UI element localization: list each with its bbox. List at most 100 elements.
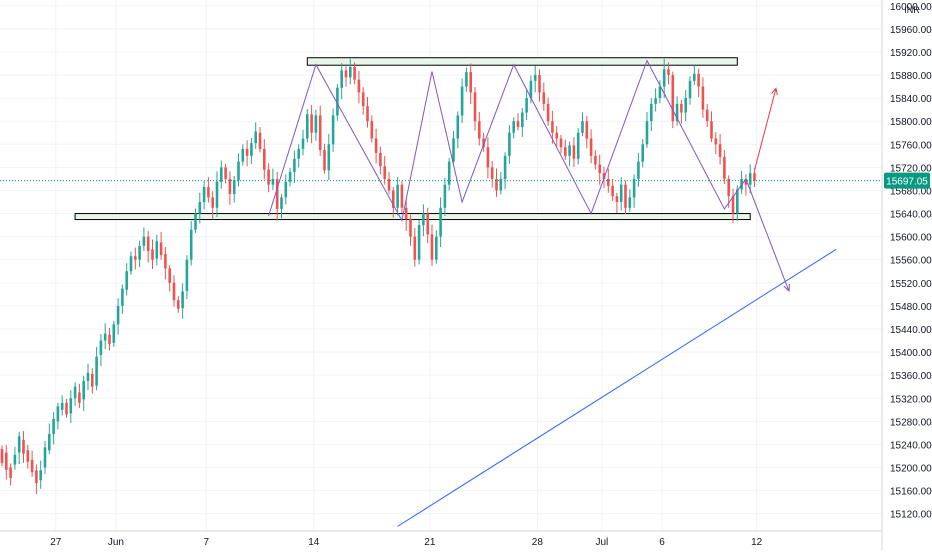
candle-down <box>30 460 34 473</box>
candle-up <box>73 386 77 399</box>
candle-down <box>744 178 748 185</box>
candle-down <box>392 190 395 208</box>
candle-up <box>512 121 515 133</box>
candle-up <box>297 148 300 159</box>
candle-down <box>572 145 576 159</box>
candle-up <box>13 454 17 465</box>
candle-up <box>129 256 133 272</box>
candle-down <box>598 164 601 174</box>
candle-up <box>645 121 649 145</box>
candle-up <box>306 114 309 139</box>
candle-up <box>684 98 687 113</box>
candle-up <box>529 80 533 99</box>
candle-up <box>288 171 292 182</box>
x-tick-label: 6 <box>659 537 665 548</box>
up-arrow[interactable] <box>754 88 777 171</box>
grid-lines <box>0 0 882 531</box>
zigzag-pattern[interactable] <box>268 59 790 292</box>
candle-down <box>35 470 38 484</box>
candle-up <box>336 87 339 116</box>
y-tick-label: 15480.00 <box>890 302 932 313</box>
candle-down <box>22 439 25 454</box>
last-price-badge <box>884 172 930 189</box>
candle-down <box>564 147 567 156</box>
candle-down <box>5 452 8 470</box>
candle-down <box>366 106 369 122</box>
candle-down <box>727 178 730 197</box>
y-tick-label: 15520.00 <box>890 279 932 290</box>
candle-down <box>0 449 4 463</box>
candle-down <box>723 156 726 179</box>
candle-up <box>138 245 141 260</box>
candle-down <box>426 213 429 235</box>
candle-down <box>374 138 378 153</box>
candle-down <box>263 148 266 170</box>
candle-down <box>26 450 30 462</box>
resistance-zone[interactable] <box>306 57 738 66</box>
y-tick-label: 15240.00 <box>890 440 932 451</box>
candle-down <box>318 115 322 151</box>
candle-up <box>396 184 399 208</box>
candle-up <box>422 213 425 226</box>
candle-down <box>168 268 171 283</box>
candle-up <box>241 148 245 162</box>
candle-down <box>551 121 554 133</box>
candle-up <box>533 75 537 81</box>
candle-up <box>293 158 296 172</box>
candle-down <box>589 138 593 156</box>
candle-up <box>417 225 421 260</box>
y-tick-label: 15920.00 <box>890 48 932 59</box>
candle-up <box>314 115 318 133</box>
trendline[interactable] <box>397 248 837 527</box>
candle-down <box>91 374 94 387</box>
candle-down <box>65 402 68 415</box>
candle-down <box>602 173 606 179</box>
candle-up <box>232 180 236 194</box>
y-tick-label: 15800.00 <box>890 117 932 128</box>
x-tick-label: 14 <box>308 537 320 548</box>
candle-up <box>69 398 73 414</box>
candle-up <box>116 305 120 325</box>
candle-down <box>478 121 481 139</box>
candle-down <box>108 334 111 344</box>
candle-down <box>430 234 434 260</box>
candle-down <box>490 167 494 179</box>
candle-down <box>413 236 417 260</box>
candle-up <box>215 181 219 208</box>
candle-up <box>301 138 305 149</box>
candle-up <box>220 167 223 182</box>
candle-down <box>370 121 374 139</box>
support-zone[interactable] <box>74 213 751 221</box>
candle-down <box>731 196 735 214</box>
candle-down <box>310 114 313 133</box>
candle-down <box>705 109 709 122</box>
candle-down <box>753 173 756 181</box>
candle-up <box>181 291 184 309</box>
candle-down <box>224 167 227 179</box>
candle-up <box>748 173 752 185</box>
candle-up <box>284 181 288 198</box>
candle-down <box>177 300 180 309</box>
candles <box>0 58 756 495</box>
candle-down <box>267 169 270 185</box>
candle-down <box>718 144 722 157</box>
candle-down <box>611 185 614 197</box>
candle-up <box>198 202 202 214</box>
candle-up <box>688 80 692 99</box>
candle-down <box>228 178 232 194</box>
y-axis: 16000.00 15960.00 15920.00 15880.00 15840.00… <box>881 0 932 550</box>
candle-up <box>95 356 98 386</box>
candle-up <box>619 184 623 203</box>
candle-down <box>9 467 12 478</box>
candle-down <box>680 103 683 113</box>
x-axis: 27 Jun 7 14 21 28 Jul 6 12 <box>0 530 882 548</box>
candle-up <box>39 470 42 481</box>
candle-up <box>340 70 343 88</box>
y-tick-label: 15160.00 <box>890 487 932 498</box>
candle-up <box>576 132 580 159</box>
candle-down <box>482 138 485 148</box>
candle-up <box>654 98 657 104</box>
candle-up <box>237 161 240 181</box>
